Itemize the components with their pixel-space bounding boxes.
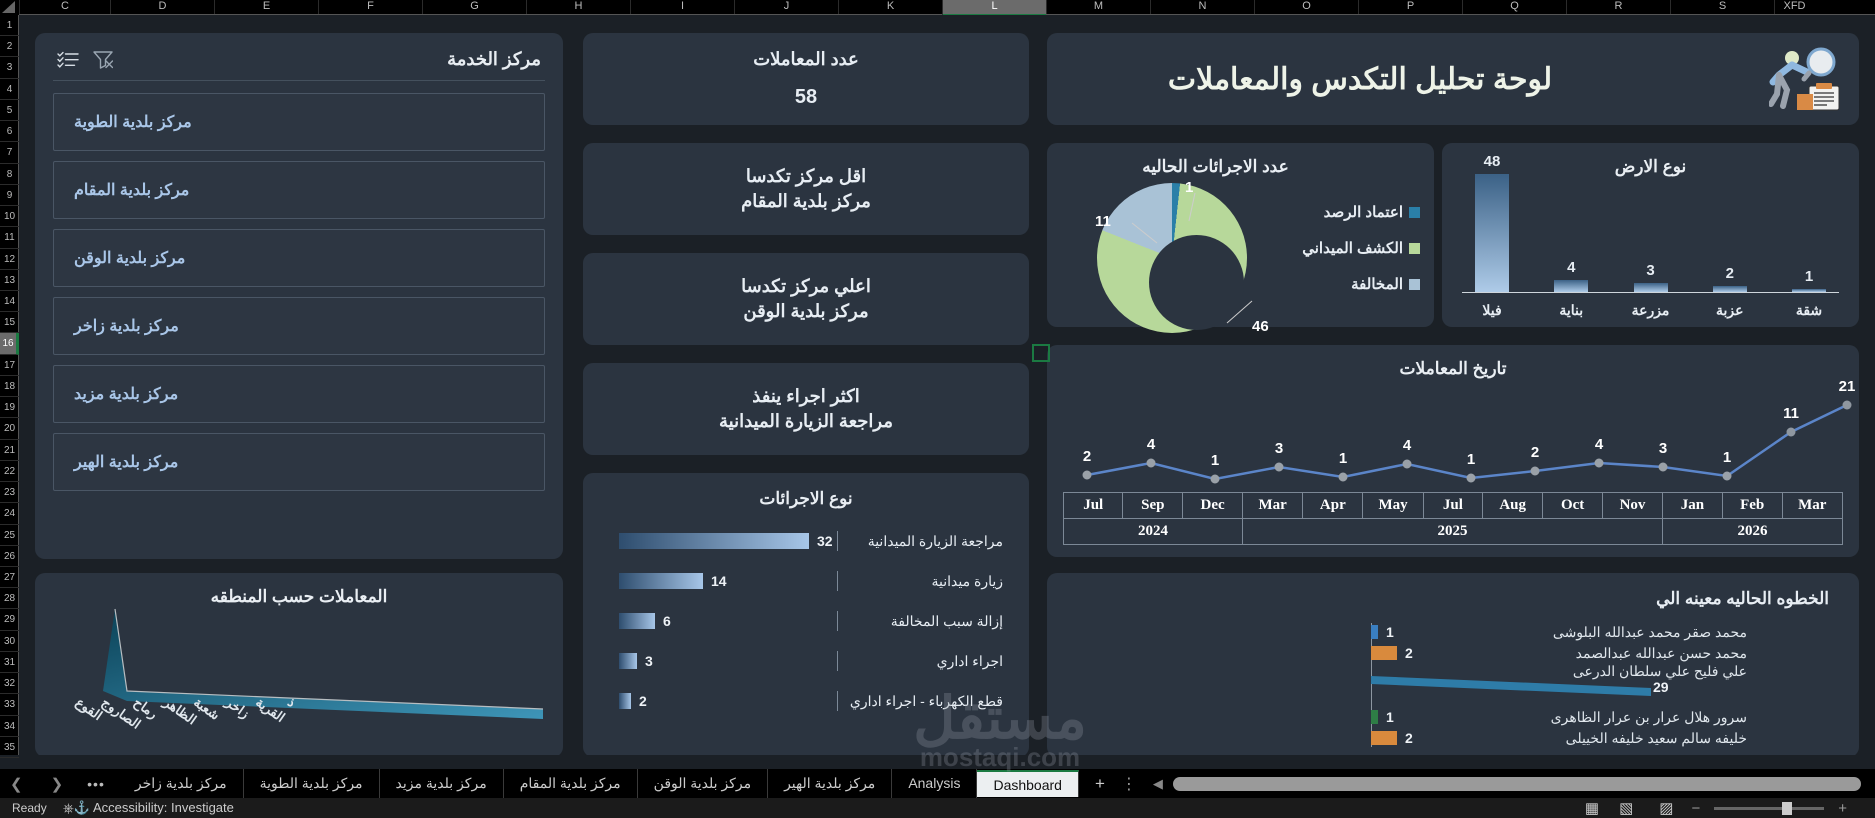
svg-text:1: 1 [1467,451,1475,468]
svg-text:1: 1 [1339,450,1347,467]
svg-text:11: 11 [1783,405,1799,422]
svg-text:1: 1 [1211,452,1219,469]
svg-text:2: 2 [1531,444,1539,461]
svg-text:4: 4 [1595,436,1604,453]
svg-text:2: 2 [1083,448,1091,465]
svg-text:1: 1 [1723,449,1731,466]
svg-text:4: 4 [1403,437,1412,454]
svg-text:3: 3 [1659,440,1667,457]
svg-text:4: 4 [1147,436,1156,453]
svg-text:3: 3 [1275,440,1283,457]
svg-text:21: 21 [1839,378,1856,395]
